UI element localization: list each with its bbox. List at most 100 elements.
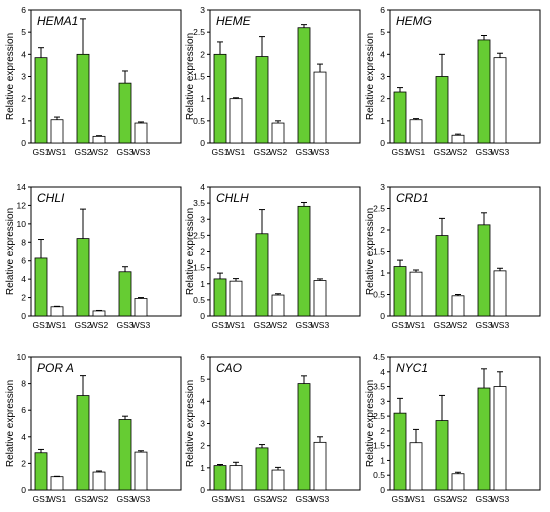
y-tick-label: 2: [380, 225, 385, 235]
y-tick-label: 8: [21, 237, 26, 247]
x-tick-label: WS2: [449, 320, 468, 330]
x-tick-label: WS3: [311, 320, 330, 330]
bar-gs1: [393, 91, 407, 144]
plot-frame: [389, 356, 541, 491]
y-tick-label: 2: [21, 458, 26, 468]
bar-ws3: [493, 57, 507, 144]
y-tick-label: 0.5: [373, 290, 385, 300]
bar-ws2: [271, 294, 285, 317]
y-tick-label: 2: [200, 247, 205, 257]
y-tick-label: 6: [380, 5, 385, 15]
y-axis-label: Relative expression: [185, 208, 196, 295]
bar-gs2: [76, 395, 90, 491]
bar-ws1: [409, 119, 423, 144]
y-tick-label: 4: [200, 396, 205, 406]
y-tick-label: 3.5: [193, 198, 205, 208]
bar-ws2: [451, 134, 465, 144]
chart-title: HEME: [216, 14, 252, 28]
y-axis-label: Relative expression: [5, 33, 16, 120]
x-tick-label: GS3: [295, 147, 312, 157]
x-tick-label: WS1: [48, 494, 67, 504]
chart-title: CRD1: [396, 191, 429, 205]
bar-gs3: [297, 205, 311, 317]
bar-ws2: [92, 135, 106, 144]
y-tick-label: 0.5: [193, 295, 205, 305]
x-tick-label: WS2: [90, 320, 109, 330]
y-tick-label: 4: [21, 274, 26, 284]
x-tick-label: GS3: [116, 320, 133, 330]
x-tick-label: GS1: [211, 147, 228, 157]
bar-ws1: [409, 442, 423, 491]
x-tick-label: GS1: [32, 147, 49, 157]
bar-gs3: [118, 419, 132, 491]
y-axis-label: Relative expression: [5, 208, 16, 295]
y-tick-label: 14: [17, 182, 27, 192]
y-tick-label: 4: [380, 49, 385, 59]
x-tick-label: GS2: [253, 147, 270, 157]
x-tick-label: WS3: [132, 494, 151, 504]
y-tick-label: 4: [21, 49, 26, 59]
x-tick-label: WS3: [132, 320, 151, 330]
y-axis-label: Relative expression: [365, 33, 376, 120]
y-tick-label: 3: [21, 72, 26, 82]
chart-title: NYC1: [396, 361, 428, 375]
bar-ws3: [313, 441, 327, 491]
bar-gs2: [435, 420, 449, 491]
x-tick-label: WS1: [227, 494, 246, 504]
x-tick-label: WS3: [311, 147, 330, 157]
y-tick-label: 3: [200, 214, 205, 224]
x-tick-label: GS1: [32, 320, 49, 330]
bar-gs1: [213, 53, 227, 144]
x-tick-label: GS3: [475, 494, 492, 504]
y-axis-label: Relative expression: [185, 33, 196, 120]
bar-gs1: [393, 412, 407, 491]
y-tick-label: 0: [380, 138, 385, 148]
bar-ws1: [229, 465, 243, 491]
x-tick-label: GS2: [433, 320, 450, 330]
bar-gs3: [118, 82, 132, 144]
x-tick-label: GS3: [295, 320, 312, 330]
x-tick-label: GS2: [74, 147, 91, 157]
bar-gs2: [255, 233, 269, 317]
bar-gs2: [76, 53, 90, 144]
x-tick-label: GS1: [211, 320, 228, 330]
y-tick-label: 1.5: [193, 72, 205, 82]
y-tick-label: 10: [17, 352, 27, 362]
y-tick-label: 6: [21, 256, 26, 266]
bar-ws2: [271, 122, 285, 144]
bar-gs3: [297, 27, 311, 144]
bar-ws3: [134, 122, 148, 144]
bar-gs2: [435, 76, 449, 144]
y-axis-label: Relative expression: [365, 208, 376, 295]
bar-ws3: [134, 298, 148, 317]
y-tick-label: 1.5: [193, 263, 205, 273]
x-tick-label: WS2: [269, 494, 288, 504]
y-tick-label: 3: [380, 182, 385, 192]
y-tick-label: 2: [21, 293, 26, 303]
bar-gs1: [34, 452, 48, 491]
y-tick-label: 2: [380, 426, 385, 436]
plot-frame: [30, 356, 182, 491]
y-tick-label: 0: [21, 311, 26, 321]
bar-gs2: [435, 235, 449, 317]
bar-ws3: [134, 451, 148, 491]
y-tick-label: 3: [380, 72, 385, 82]
bar-ws1: [50, 476, 64, 491]
y-tick-label: 1: [200, 463, 205, 473]
chart-panel-4: 0 0.5 1 1.5 2 2.5 3 3.5 4 Relative expression CHLH…: [185, 182, 361, 330]
y-tick-label: 6: [200, 352, 205, 362]
y-tick-label: 4: [380, 367, 385, 377]
x-tick-label: WS1: [227, 320, 246, 330]
chart-title: CHLH: [216, 191, 249, 205]
y-tick-label: 0: [21, 138, 26, 148]
x-tick-label: GS3: [116, 147, 133, 157]
bar-ws2: [271, 469, 285, 491]
bar-ws1: [50, 119, 64, 144]
bar-ws1: [229, 98, 243, 144]
bar-gs3: [477, 39, 491, 144]
x-tick-label: WS3: [132, 147, 151, 157]
